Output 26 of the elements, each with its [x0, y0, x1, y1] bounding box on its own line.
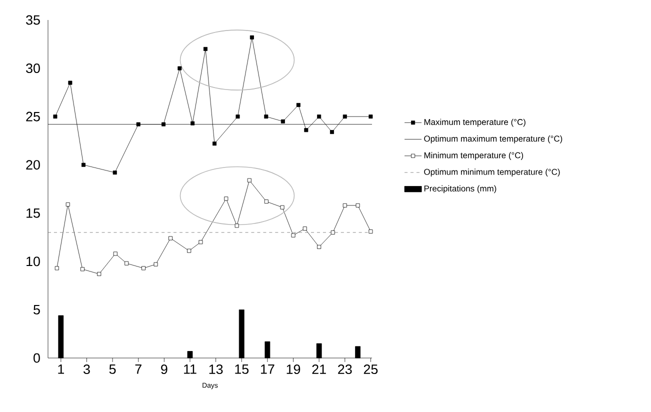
x-tick-label: 19 [286, 364, 300, 374]
x-tick-label: 11 [184, 364, 196, 374]
x-tick-label: 25 [364, 364, 378, 374]
x-tick-label: 1 [58, 364, 64, 374]
legend-label: Optimum maximum temperature (°C) [424, 135, 562, 144]
x-tick-label: 13 [209, 364, 223, 374]
y-tick-label: 15 [26, 208, 40, 218]
legend-label: Minimum temperature (°C) [424, 152, 524, 160]
y-tick-label: 10 [26, 256, 40, 266]
y-tick-label: 5 [34, 305, 40, 314]
x-tick-label: 7 [135, 364, 142, 374]
y-tick-label: 0 [34, 353, 40, 363]
x-tick-label: 15 [235, 364, 249, 374]
x-tick-label: 5 [109, 364, 116, 374]
x-tick-label: 21 [312, 364, 326, 374]
legend-label: Optimum minimum temperature (°C) [424, 168, 560, 177]
x-tick-label: 17 [260, 364, 274, 374]
x-tick-label: 9 [161, 364, 168, 374]
y-tick-label: 35 [26, 15, 40, 25]
y-tick-label: 30 [26, 64, 40, 74]
y-tick-label: 25 [26, 112, 40, 122]
legend-label: Precipitations (mm) [424, 185, 496, 194]
y-tick-label: 20 [26, 160, 40, 170]
x-tick-label: 23 [338, 364, 352, 374]
x-tick-label: 3 [84, 364, 90, 374]
legend-label: Maximum temperature (°C) [424, 118, 526, 127]
